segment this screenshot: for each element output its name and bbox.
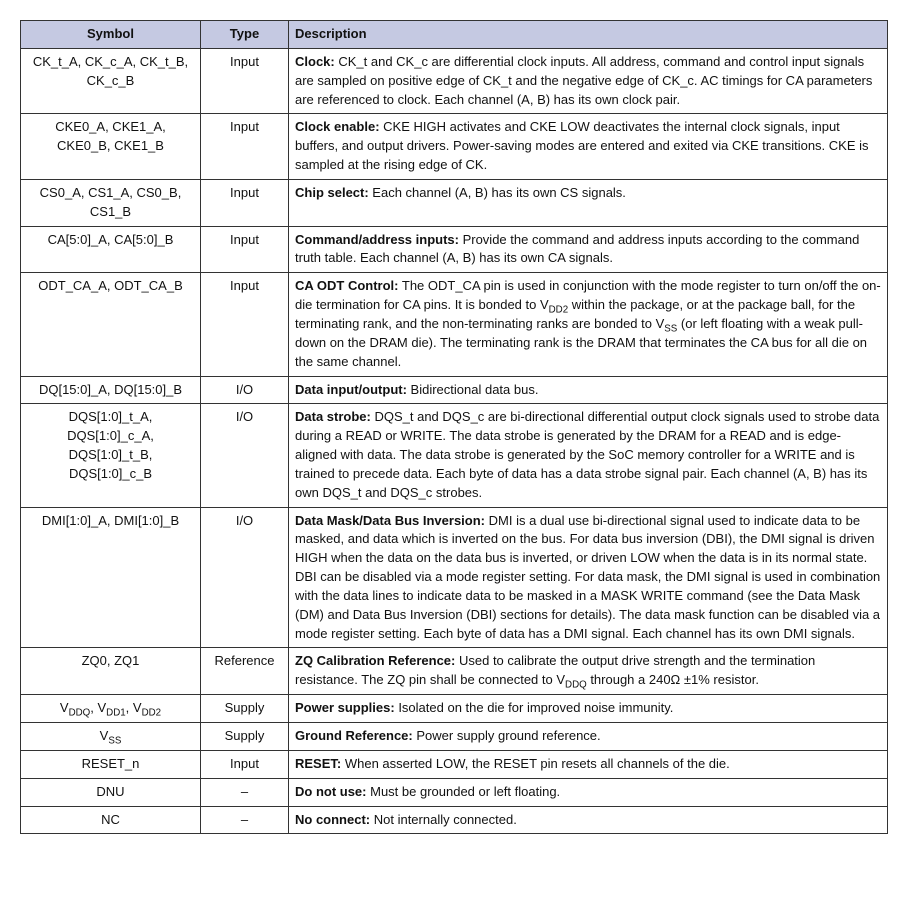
desc-term: RESET: [295, 756, 341, 771]
cell-description: ZQ Calibration Reference: Used to calibr… [289, 648, 888, 695]
cell-description: CA ODT Control: The ODT_CA pin is used i… [289, 273, 888, 376]
cell-type: I/O [201, 507, 289, 648]
desc-term: Ground Reference: [295, 728, 413, 743]
desc-term: Data strobe: [295, 409, 371, 424]
desc-term: Power supplies: [295, 700, 395, 715]
cell-type: Input [201, 273, 289, 376]
cell-type: Input [201, 48, 289, 114]
cell-description: Chip select: Each channel (A, B) has its… [289, 179, 888, 226]
table-row: DQS[1:0]_t_A, DQS[1:0]_c_A, DQS[1:0]_t_B… [21, 404, 888, 507]
table-body: CK_t_A, CK_c_A, CK_t_B, CK_c_BInputClock… [21, 48, 888, 834]
cell-type: – [201, 778, 289, 806]
desc-text: Power supply ground reference. [413, 728, 601, 743]
cell-symbol: VDDQ, VDD1, VDD2 [21, 695, 201, 723]
table-row: VSSSupplyGround Reference: Power supply … [21, 723, 888, 751]
desc-term: Data input/output: [295, 382, 407, 397]
cell-description: Clock enable: CKE HIGH activates and CKE… [289, 114, 888, 180]
cell-description: Command/address inputs: Provide the comm… [289, 226, 888, 273]
table-row: ODT_CA_A, ODT_CA_BInputCA ODT Control: T… [21, 273, 888, 376]
desc-text: Isolated on the die for improved noise i… [395, 700, 674, 715]
desc-term: Command/address inputs: [295, 232, 459, 247]
desc-text: Must be grounded or left floating. [367, 784, 561, 799]
cell-symbol: NC [21, 806, 201, 834]
cell-symbol: ZQ0, ZQ1 [21, 648, 201, 695]
desc-text: CKE HIGH activates and CKE LOW deactivat… [295, 119, 869, 172]
desc-term: CA ODT Control: [295, 278, 399, 293]
table-row: DNU–Do not use: Must be grounded or left… [21, 778, 888, 806]
cell-description: RESET: When asserted LOW, the RESET pin … [289, 750, 888, 778]
table-row: CKE0_A, CKE1_A, CKE0_B, CKE1_BInputClock… [21, 114, 888, 180]
cell-description: Do not use: Must be grounded or left flo… [289, 778, 888, 806]
cell-type: Input [201, 179, 289, 226]
desc-term: Clock enable: [295, 119, 380, 134]
cell-type: Input [201, 750, 289, 778]
table-header-row: Symbol Type Description [21, 21, 888, 49]
col-header-type: Type [201, 21, 289, 49]
cell-symbol: DQS[1:0]_t_A, DQS[1:0]_c_A, DQS[1:0]_t_B… [21, 404, 201, 507]
cell-type: – [201, 806, 289, 834]
cell-description: Ground Reference: Power supply ground re… [289, 723, 888, 751]
table-row: CS0_A, CS1_A, CS0_B, CS1_BInputChip sele… [21, 179, 888, 226]
table-row: VDDQ, VDD1, VDD2SupplyPower supplies: Is… [21, 695, 888, 723]
desc-text: CK_t and CK_c are differential clock inp… [295, 54, 872, 107]
table-row: ZQ0, ZQ1ReferenceZQ Calibration Referenc… [21, 648, 888, 695]
cell-symbol: CK_t_A, CK_c_A, CK_t_B, CK_c_B [21, 48, 201, 114]
cell-symbol: CKE0_A, CKE1_A, CKE0_B, CKE1_B [21, 114, 201, 180]
desc-text: DQS_t and DQS_c are bi-directional diffe… [295, 409, 879, 499]
cell-description: No connect: Not internally connected. [289, 806, 888, 834]
cell-type: Supply [201, 723, 289, 751]
desc-term: Data Mask/Data Bus Inversion: [295, 513, 485, 528]
desc-text: When asserted LOW, the RESET pin resets … [341, 756, 730, 771]
cell-symbol: ODT_CA_A, ODT_CA_B [21, 273, 201, 376]
table-row: CK_t_A, CK_c_A, CK_t_B, CK_c_BInputClock… [21, 48, 888, 114]
cell-description: Data strobe: DQS_t and DQS_c are bi-dire… [289, 404, 888, 507]
cell-symbol: VSS [21, 723, 201, 751]
cell-type: Supply [201, 695, 289, 723]
cell-symbol: CS0_A, CS1_A, CS0_B, CS1_B [21, 179, 201, 226]
col-header-description: Description [289, 21, 888, 49]
desc-term: Chip select: [295, 185, 369, 200]
desc-text: Not internally connected. [370, 812, 517, 827]
cell-symbol: DQ[15:0]_A, DQ[15:0]_B [21, 376, 201, 404]
col-header-symbol: Symbol [21, 21, 201, 49]
cell-description: Clock: CK_t and CK_c are differential cl… [289, 48, 888, 114]
table-row: DMI[1:0]_A, DMI[1:0]_BI/OData Mask/Data … [21, 507, 888, 648]
cell-description: Data Mask/Data Bus Inversion: DMI is a d… [289, 507, 888, 648]
cell-symbol: CA[5:0]_A, CA[5:0]_B [21, 226, 201, 273]
cell-type: I/O [201, 376, 289, 404]
cell-symbol: DMI[1:0]_A, DMI[1:0]_B [21, 507, 201, 648]
desc-text: Bidirectional data bus. [407, 382, 539, 397]
desc-term: Clock: [295, 54, 335, 69]
cell-symbol: DNU [21, 778, 201, 806]
table-row: DQ[15:0]_A, DQ[15:0]_BI/OData input/outp… [21, 376, 888, 404]
desc-text: DMI is a dual use bi-directional signal … [295, 513, 880, 641]
cell-type: Input [201, 114, 289, 180]
cell-type: Reference [201, 648, 289, 695]
desc-term: ZQ Calibration Reference: [295, 653, 455, 668]
cell-description: Power supplies: Isolated on the die for … [289, 695, 888, 723]
desc-term: No connect: [295, 812, 370, 827]
desc-text: Each channel (A, B) has its own CS signa… [369, 185, 626, 200]
table-row: RESET_nInputRESET: When asserted LOW, th… [21, 750, 888, 778]
table-row: NC–No connect: Not internally connected. [21, 806, 888, 834]
table-row: CA[5:0]_A, CA[5:0]_BInputCommand/address… [21, 226, 888, 273]
cell-type: Input [201, 226, 289, 273]
cell-description: Data input/output: Bidirectional data bu… [289, 376, 888, 404]
pin-description-table: Symbol Type Description CK_t_A, CK_c_A, … [20, 20, 888, 834]
cell-symbol: RESET_n [21, 750, 201, 778]
cell-type: I/O [201, 404, 289, 507]
desc-term: Do not use: [295, 784, 367, 799]
